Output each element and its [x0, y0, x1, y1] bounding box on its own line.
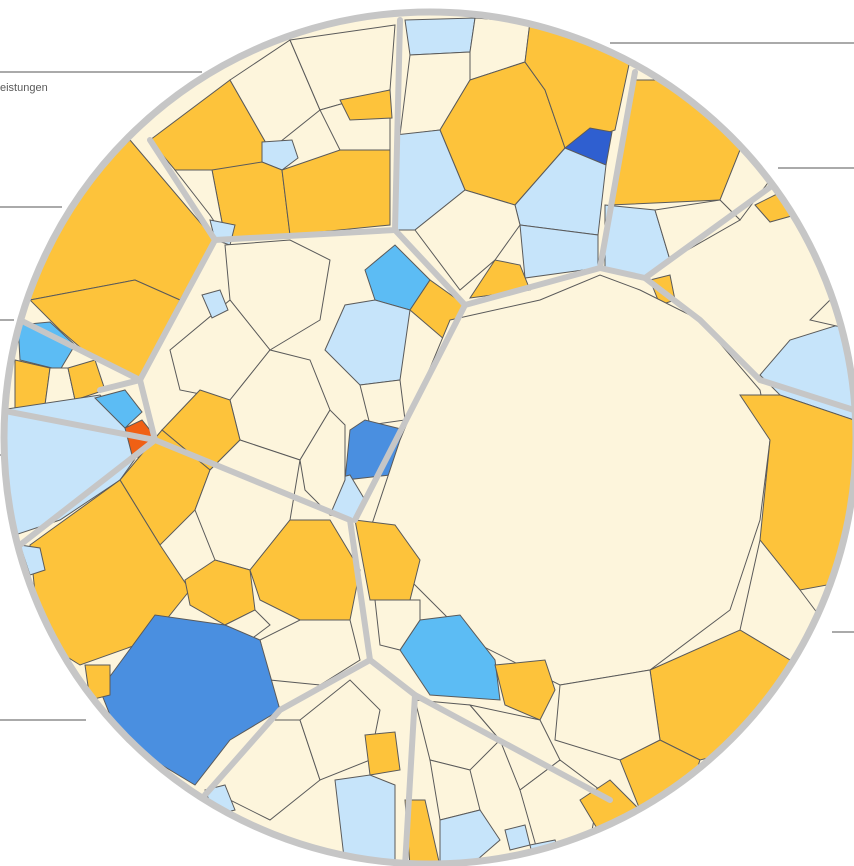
voronoi-cell: [299, 409, 346, 516]
group-boundary: [147, 17, 403, 243]
voronoi-cell: [17, 321, 76, 371]
group-boundary: [392, 69, 638, 308]
group-boundary: [17, 437, 158, 548]
voronoi-cell: [201, 289, 229, 319]
voronoi-cell: [94, 389, 143, 429]
voronoi-cell: [759, 319, 854, 421]
voronoi-cell: [504, 824, 531, 851]
group-boundary: [402, 692, 418, 866]
voronoi-cells: [2, 10, 854, 866]
outer-ring: [0, 8, 854, 866]
leistungen-label: eistungen: [0, 82, 48, 94]
voronoi-cell: [494, 659, 556, 721]
voronoi-cell: [439, 809, 501, 866]
voronoi-cell: [414, 189, 521, 291]
voronoi-cell: [374, 599, 421, 651]
group-boundary: [2, 377, 158, 443]
voronoi-cell: [281, 149, 391, 236]
voronoi-cell: [654, 199, 741, 261]
voronoi-cell: [364, 731, 401, 776]
voronoi-cell: [14, 359, 51, 409]
voronoi-cell: [339, 89, 393, 121]
voronoi-cell: [354, 519, 421, 601]
voronoi-cell: [404, 17, 476, 56]
group-boundary: [642, 275, 854, 413]
voronoi-cell: [414, 699, 501, 771]
voronoi-cell: [261, 139, 299, 171]
voronoi-cell: [554, 669, 661, 761]
group-boundary: [352, 302, 468, 523]
voronoi-cell: [249, 519, 361, 621]
group-boundary: [202, 657, 373, 798]
